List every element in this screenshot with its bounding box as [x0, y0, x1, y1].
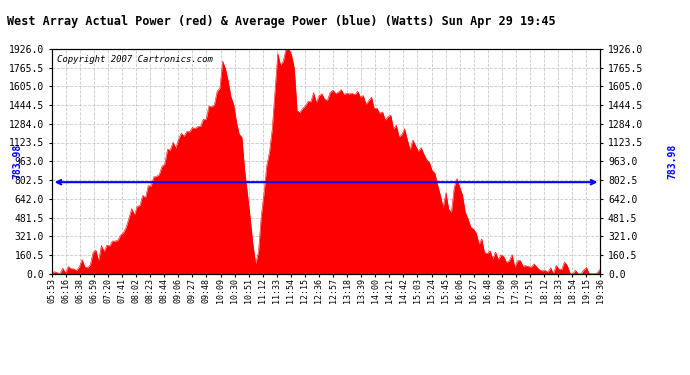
Text: Copyright 2007 Cartronics.com: Copyright 2007 Cartronics.com: [57, 56, 213, 64]
Text: 783.98: 783.98: [668, 144, 678, 179]
Text: West Array Actual Power (red) & Average Power (blue) (Watts) Sun Apr 29 19:45: West Array Actual Power (red) & Average …: [7, 15, 555, 28]
Text: 783.98: 783.98: [12, 144, 22, 179]
